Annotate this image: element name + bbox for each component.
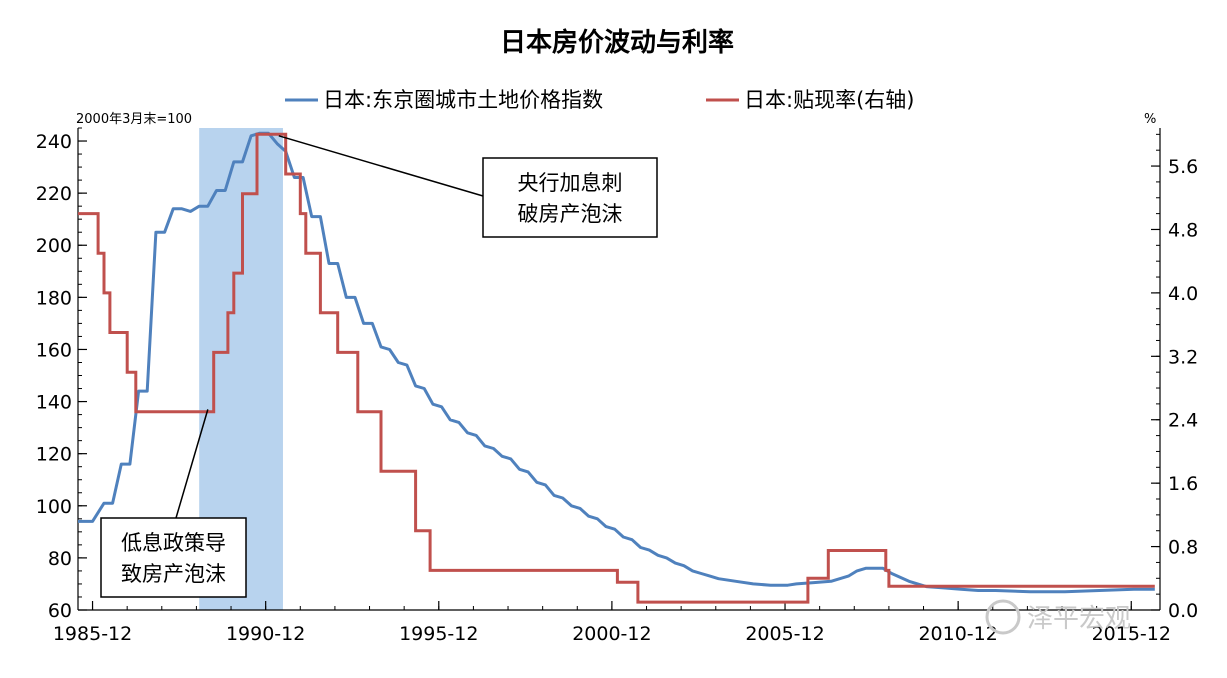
series-layer bbox=[78, 131, 1155, 604]
left-tick-label: 100 bbox=[36, 496, 72, 518]
right-axis-unit: % bbox=[1144, 112, 1156, 127]
watermark-icon bbox=[985, 599, 1021, 635]
right-tick-label: 0.8 bbox=[1168, 537, 1198, 559]
series-line-land-index bbox=[78, 131, 1155, 594]
annotation-box bbox=[482, 157, 658, 238]
right-tick-label: 1.6 bbox=[1168, 473, 1198, 495]
x-tick-label: 2015-12 bbox=[1092, 623, 1171, 645]
left-tick-label: 180 bbox=[36, 287, 72, 309]
axes: 60 80 100 120 140 160 180 200 220 240 0.0 0.8 1.6 2.4… bbox=[36, 127, 1198, 645]
left-tick-label: 220 bbox=[36, 183, 72, 205]
annotation-text: 致房产泡沫 bbox=[121, 562, 226, 586]
left-tick-label: 240 bbox=[36, 131, 72, 153]
left-tick-label: 200 bbox=[36, 235, 72, 257]
x-tick-label: 2005-12 bbox=[745, 623, 824, 645]
left-tick-label: 60 bbox=[48, 600, 72, 622]
legend-label-discount-rate: 日本:贴现率(右轴) bbox=[744, 88, 914, 112]
watermark: 泽平宏观 bbox=[985, 599, 1131, 635]
x-tick-label: 2000-12 bbox=[572, 623, 651, 645]
left-tick-label: 160 bbox=[36, 339, 72, 361]
right-tick-label: 4.0 bbox=[1168, 283, 1198, 305]
x-tick-label: 2010-12 bbox=[918, 623, 997, 645]
right-tick-label: 0.0 bbox=[1168, 600, 1198, 622]
annotation-leader-line bbox=[175, 409, 209, 519]
left-tick-label: 140 bbox=[36, 392, 72, 414]
legend: 日本:东京圈城市土地价格指数 日本:贴现率(右轴) bbox=[285, 88, 914, 112]
right-tick-label: 3.2 bbox=[1168, 346, 1198, 368]
annotation-leader-line bbox=[278, 135, 484, 197]
right-tick-label: 5.6 bbox=[1168, 156, 1198, 178]
series-line-discount-rate bbox=[78, 132, 1155, 604]
left-tick-label: 120 bbox=[36, 444, 72, 466]
annotation-box bbox=[100, 517, 247, 598]
x-tick-label: 1995-12 bbox=[399, 623, 478, 645]
x-tick-label: 1990-12 bbox=[226, 623, 305, 645]
x-tick-label: 1985-12 bbox=[53, 623, 132, 645]
annotation-text: 央行加息刺 bbox=[518, 171, 623, 195]
annotation-text: 低息政策导 bbox=[121, 531, 226, 555]
left-axis-unit: 2000年3月末=100 bbox=[76, 112, 192, 127]
right-tick-label: 4.8 bbox=[1168, 219, 1198, 241]
legend-label-land-index: 日本:东京圈城市土地价格指数 bbox=[323, 88, 603, 112]
left-tick-label: 80 bbox=[48, 548, 72, 570]
chart-title: 日本房价波动与利率 bbox=[500, 27, 734, 58]
right-tick-label: 2.4 bbox=[1168, 410, 1198, 432]
annotation-text: 破房产泡沫 bbox=[518, 202, 623, 226]
watermark-text: 泽平宏观 bbox=[1027, 604, 1131, 634]
